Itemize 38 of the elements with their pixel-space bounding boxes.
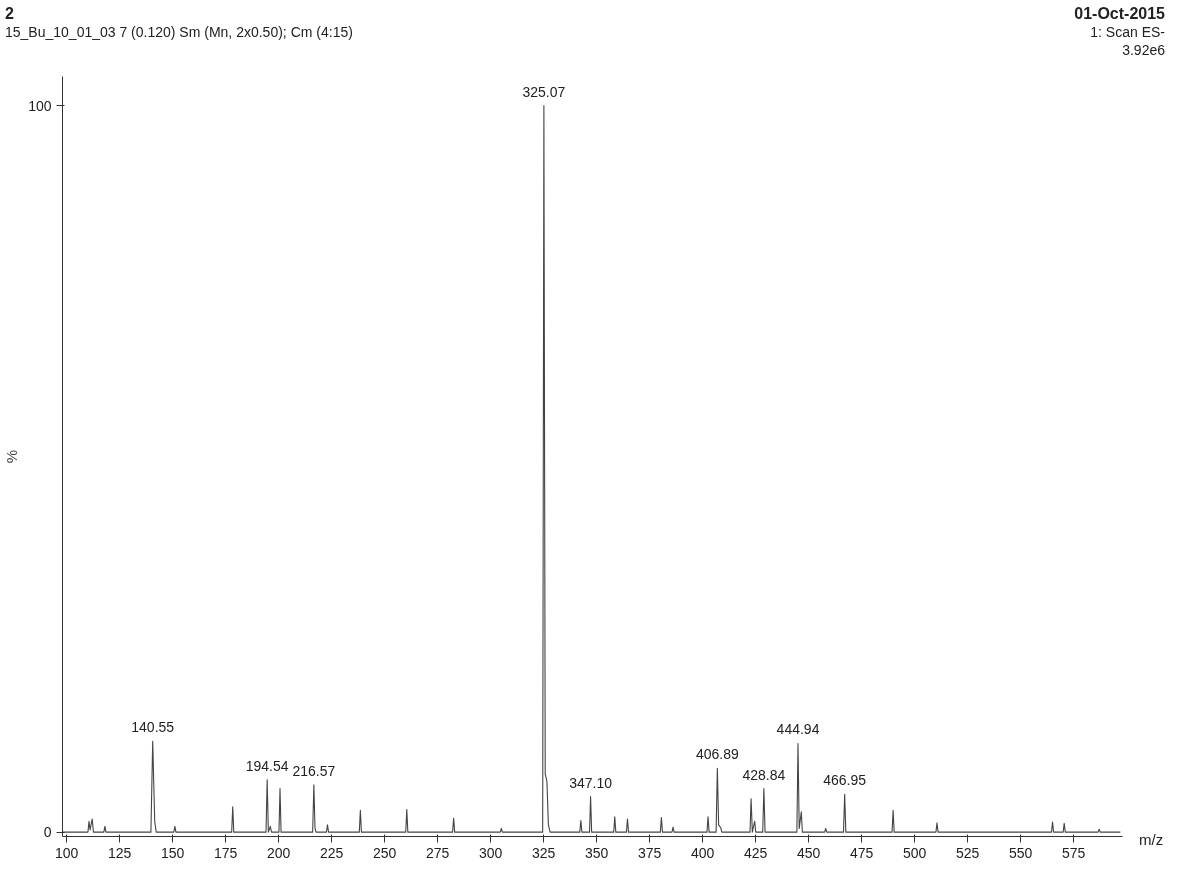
x-tick-label: 425 [744, 844, 768, 861]
annotation: 347.10 [569, 774, 613, 791]
x-tick-label: 550 [1009, 844, 1033, 861]
annotation: 325.07 [522, 83, 566, 100]
x-tick-label: 450 [797, 844, 821, 861]
annotation: 194.54 [245, 757, 289, 774]
x-tick-label: 325 [532, 844, 556, 861]
x-tick-label: 250 [373, 844, 397, 861]
x-tick-label: 275 [426, 844, 450, 861]
text: 1: Scan ES- [1090, 23, 1165, 41]
annotation: 140.55 [131, 719, 175, 736]
x-tick-label: 475 [850, 844, 874, 861]
text: 3.92e6 [1122, 41, 1165, 59]
text: 01-Oct-2015 [1074, 5, 1165, 23]
line-series [62, 105, 1121, 833]
x-tick-label: 375 [638, 844, 662, 861]
x-tick-label: 100 [55, 844, 79, 861]
x-tick-label: 575 [1062, 844, 1086, 861]
y-axis-title: % [3, 449, 21, 464]
x-tick-label: 525 [956, 844, 980, 861]
x-tick-label: 400 [691, 844, 715, 861]
annotation: 444.94 [776, 721, 820, 738]
chart-title: 2 [5, 5, 14, 23]
x-tick-label: 300 [479, 844, 503, 861]
x-tick-label: 225 [320, 844, 344, 861]
annotation: 466.95 [823, 772, 867, 789]
chart-subtitle: 15_Bu_10_01_03 7 (0.120) Sm (Mn, 2x0.50); Cm (4:15) [5, 23, 353, 41]
x-tick-label: 500 [903, 844, 927, 861]
x-tick-label: 175 [214, 844, 238, 861]
annotation: 406.89 [695, 746, 739, 763]
annotation: 216.57 [292, 762, 336, 779]
x-tick-label: 200 [267, 844, 291, 861]
x-axis-title: m/z [1139, 830, 1164, 850]
x-tick-label: 125 [108, 844, 132, 861]
y-tick-label: 0 [43, 824, 52, 841]
annotation: 428.84 [742, 766, 786, 783]
x-tick-label: 350 [585, 844, 609, 861]
x-tick-label: 150 [161, 844, 185, 861]
